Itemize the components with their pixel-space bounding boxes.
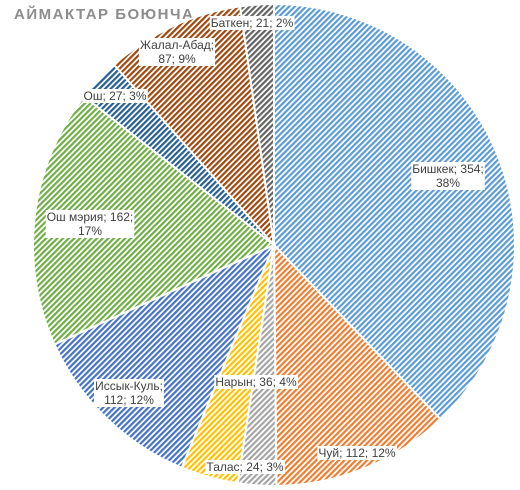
slice-чуй: [272, 242, 442, 488]
label-background: [317, 446, 397, 460]
label-background: [205, 460, 285, 474]
slice-label: Чуй; 112; 12%: [318, 446, 396, 460]
slice-ош-мэрия: [32, 95, 276, 346]
slice-label: Жалал-Абад; 87; 9%: [140, 38, 214, 66]
label-background: [94, 379, 164, 407]
pie-slices: [32, 2, 516, 488]
slice-label: Бишкек; 354; 38%: [412, 162, 484, 190]
slice-бишкек: [273, 2, 516, 421]
label-background: [138, 38, 216, 66]
chart-title: АЙМАКТАР БОЮНЧА: [14, 6, 195, 23]
slice-label: Баткен; 21; 2%: [211, 16, 294, 30]
slice-label: Талас; 24; 3%: [206, 460, 283, 474]
slice-label: Ош мэрия; 162; 17%: [47, 210, 134, 238]
label-background: [82, 89, 148, 103]
slice-label: Иссык-Куль; 112; 12%: [95, 379, 163, 407]
slice-label: Ош; 27; 3%: [84, 89, 147, 103]
label-background: [45, 210, 135, 238]
slice-иссык-куль: [53, 243, 276, 469]
pie-labels: Бишкек; 354; 38% Чуй; 112; 12% Талас; 24; 3…: [45, 16, 485, 474]
slice-label: Нарын; 36; 4%: [215, 375, 297, 389]
label-background: [411, 162, 485, 190]
slice-жалал-абад: [112, 5, 276, 249]
label-background: [214, 375, 298, 389]
slice-баткен: [238, 2, 275, 246]
label-background: [209, 16, 295, 30]
